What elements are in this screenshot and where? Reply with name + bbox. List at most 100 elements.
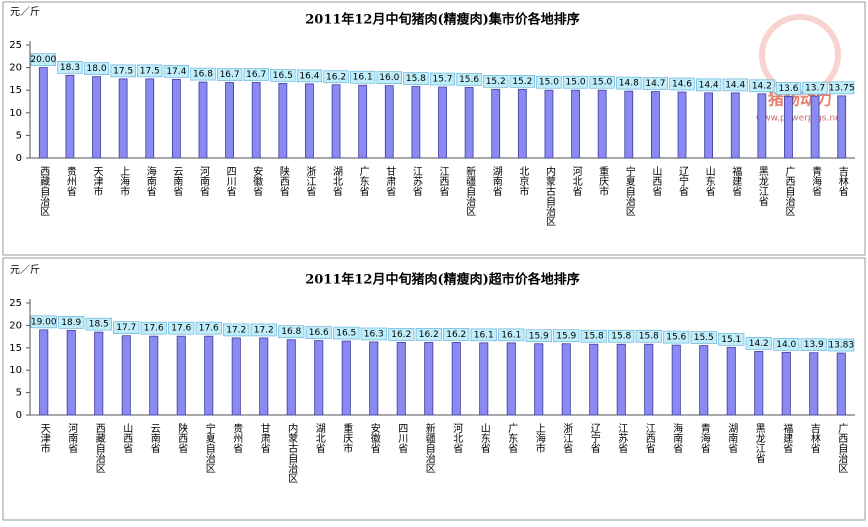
value-label-box — [722, 78, 748, 92]
value-label: 15.0 — [539, 78, 559, 88]
value-label: 16.5 — [273, 71, 293, 81]
value-label: 16.2 — [391, 330, 411, 340]
value-label: 17.6 — [171, 324, 191, 334]
value-label: 16.2 — [326, 72, 346, 82]
value-label-box — [589, 75, 615, 89]
value-label-box — [85, 317, 112, 331]
bar — [369, 341, 379, 416]
x-tick-label: 北京市 — [517, 166, 529, 197]
value-label-box — [278, 325, 305, 339]
bar — [561, 343, 571, 416]
x-tick-label: 陕西省 — [277, 165, 289, 197]
value-label-box — [690, 331, 717, 344]
value-label-box — [642, 77, 669, 90]
value-label: 16.8 — [281, 327, 301, 337]
bar — [479, 342, 489, 416]
bar — [464, 87, 474, 159]
bar — [726, 346, 736, 416]
y-tick-label: 10 — [9, 365, 22, 376]
value-label: 16.5 — [336, 329, 356, 339]
value-label-box — [429, 72, 456, 86]
x-tick-label: 辽宁省 — [588, 423, 600, 454]
bar — [781, 351, 791, 416]
value-label-box — [536, 75, 562, 89]
value-label: 17.2 — [254, 325, 274, 335]
value-label: 17.5 — [113, 66, 133, 76]
bar — [730, 92, 740, 159]
value-label-box — [829, 81, 855, 95]
x-tick-label: 江西省 — [643, 423, 655, 454]
x-tick-label: 湖南省 — [726, 423, 738, 454]
x-tick-label: 天津市 — [91, 166, 103, 197]
bar — [411, 86, 421, 159]
value-label-box — [323, 70, 349, 84]
x-tick-label: 广西自治区 — [836, 423, 848, 473]
x-tick-label: 内蒙古自治区 — [286, 422, 298, 483]
value-label: 13.6 — [778, 84, 798, 94]
x-tick-label: 山东省 — [478, 423, 490, 454]
value-label-box — [635, 329, 662, 343]
bar — [677, 91, 687, 159]
x-tick-label: 宁夏自治区 — [623, 165, 635, 216]
bar — [231, 337, 241, 416]
value-label: 15.8 — [611, 332, 631, 342]
value-label: 15.2 — [486, 77, 506, 87]
x-tick-label: 四川省 — [224, 166, 236, 197]
value-label-box — [775, 82, 802, 95]
bar — [571, 89, 580, 159]
value-label: 18.5 — [89, 320, 109, 330]
y-tick-label: 15 — [9, 343, 22, 354]
value-label: 14.2 — [749, 339, 769, 349]
value-label-box — [30, 53, 56, 66]
bar — [145, 78, 155, 159]
value-label: 15.9 — [529, 331, 549, 341]
bar — [92, 76, 101, 159]
value-label-box — [470, 328, 497, 342]
value-label: 15.7 — [432, 75, 452, 85]
x-tick-label: 湖南省 — [490, 166, 502, 197]
y-tick-label: 5 — [16, 388, 22, 399]
value-label-box — [58, 316, 85, 329]
x-tick-label: 贵州省 — [64, 165, 76, 197]
bar — [534, 343, 544, 416]
x-tick-label: 宁夏自治区 — [203, 422, 215, 473]
x-tick-label: 辽宁省 — [677, 166, 689, 197]
x-tick-label: 河南省 — [197, 166, 209, 197]
bar — [754, 350, 764, 416]
value-label-box — [168, 321, 195, 335]
x-tick-label: 山西省 — [650, 166, 662, 197]
value-label-box — [140, 321, 167, 335]
y-tick-label: 25 — [9, 40, 22, 51]
value-label: 17.2 — [226, 325, 246, 335]
value-label: 15.6 — [666, 333, 686, 343]
bar — [204, 335, 214, 416]
bar — [757, 93, 767, 159]
bar — [314, 340, 324, 416]
x-tick-label: 江苏省 — [616, 423, 628, 454]
value-label-box — [415, 328, 442, 341]
value-label: 15.8 — [584, 332, 604, 342]
value-label: 19.00 — [31, 317, 57, 327]
x-tick-label: 上海市 — [533, 423, 545, 454]
value-label-box — [250, 323, 277, 337]
chart-frame — [2, 1, 866, 256]
x-tick-label: 重庆市 — [597, 165, 609, 197]
x-tick-label: 海南省 — [671, 422, 683, 454]
bar — [121, 335, 131, 416]
bar — [704, 92, 714, 159]
x-tick-label: 江西省 — [437, 166, 449, 197]
x-tick-label: 内蒙古自治区 — [543, 165, 555, 226]
x-tick-label: 西藏自治区 — [38, 166, 50, 216]
value-label-box — [800, 338, 827, 352]
x-tick-label: 重庆市 — [341, 422, 353, 454]
value-label: 18.3 — [60, 63, 80, 73]
x-tick-label: 山东省 — [703, 166, 715, 197]
value-label-box — [608, 329, 635, 343]
value-label: 13.83 — [828, 341, 854, 351]
value-label: 15.5 — [694, 333, 714, 343]
bar — [198, 81, 208, 159]
x-tick-label: 广西自治区 — [783, 166, 795, 216]
bar — [809, 352, 819, 416]
bar — [305, 83, 314, 159]
bar — [589, 343, 599, 416]
